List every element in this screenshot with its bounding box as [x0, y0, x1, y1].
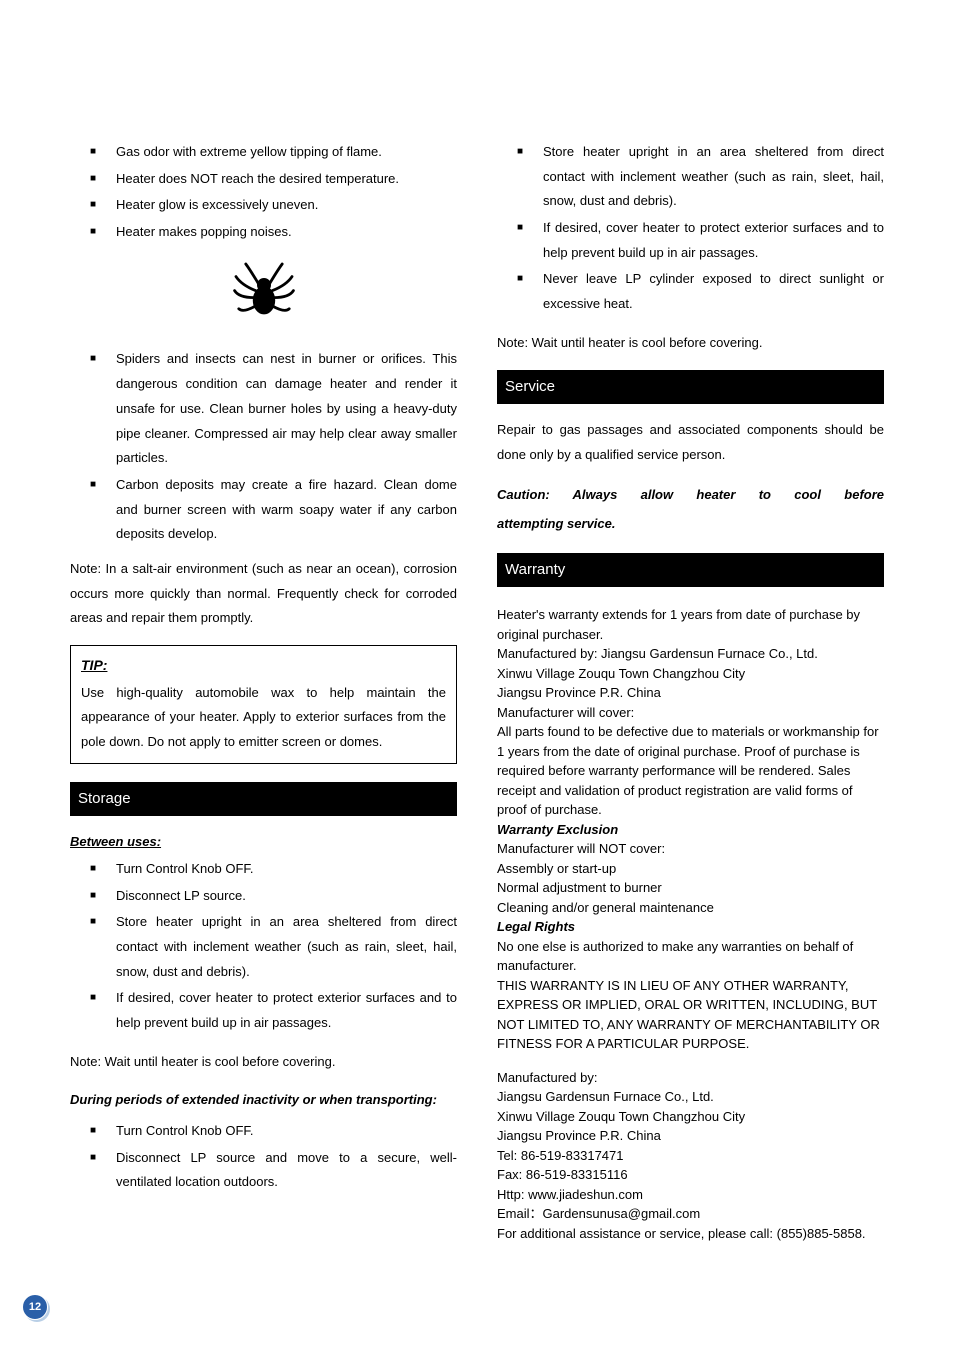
- contact-line: Fax: 86-519-83315116: [497, 1165, 884, 1185]
- service-header: Service: [497, 370, 884, 405]
- symptom-list: Gas odor with extreme yellow tipping of …: [70, 140, 457, 245]
- list-item: Heater glow is excessively uneven.: [70, 193, 457, 218]
- warranty-line: Xinwu Village Zouqu Town Changzhou City: [497, 664, 884, 684]
- list-item: Turn Control Knob OFF.: [70, 1119, 457, 1144]
- page-number: 12: [29, 1297, 41, 1318]
- right-column: Store heater upright in an area sheltere…: [497, 140, 884, 1350]
- contact-line: Xinwu Village Zouqu Town Changzhou City: [497, 1107, 884, 1127]
- list-item: Spiders and insects can nest in burner o…: [70, 347, 457, 470]
- contact-line: Jiangsu Province P.R. China: [497, 1126, 884, 1146]
- warranty-line: Heater's warranty extends for 1 years fr…: [497, 605, 884, 644]
- spider-icon: [70, 257, 457, 336]
- contact-line: Http: www.jiadeshun.com: [497, 1185, 884, 1205]
- caution-line1: Caution: Always allow heater to cool bef…: [497, 483, 884, 508]
- extended-cont-list: Store heater upright in an area sheltere…: [497, 140, 884, 317]
- page-number-badge: 12: [22, 1294, 50, 1322]
- warranty-line: Warranty Exclusion: [497, 820, 884, 840]
- list-item: Heater makes popping noises.: [70, 220, 457, 245]
- extended-list: Turn Control Knob OFF. Disconnect LP sou…: [70, 1119, 457, 1195]
- list-item: Disconnect LP source and move to a secur…: [70, 1146, 457, 1195]
- warranty-line: Manufacturer will cover:: [497, 703, 884, 723]
- warranty-line: All parts found to be defective due to m…: [497, 722, 884, 820]
- spider-list: Spiders and insects can nest in burner o…: [70, 347, 457, 547]
- extended-hdr: During periods of extended inactivity or…: [70, 1088, 457, 1113]
- list-item: Store heater upright in an area sheltere…: [70, 910, 457, 984]
- warranty-line: No one else is authorized to make any wa…: [497, 937, 884, 976]
- between-uses-list: Turn Control Knob OFF. Disconnect LP sou…: [70, 857, 457, 1036]
- list-item: Gas odor with extreme yellow tipping of …: [70, 140, 457, 165]
- caution-line2: attempting service.: [497, 512, 884, 537]
- storage-header: Storage: [70, 782, 457, 817]
- contact-line: Tel: 86-519-83317471: [497, 1146, 884, 1166]
- between-uses-hdr: Between uses:: [70, 830, 457, 855]
- warranty-line: Jiangsu Province P.R. China: [497, 683, 884, 703]
- left-column: Gas odor with extreme yellow tipping of …: [70, 140, 457, 1350]
- warranty-line: Legal Rights: [497, 917, 884, 937]
- list-item: Carbon deposits may create a fire hazard…: [70, 473, 457, 547]
- list-item: Turn Control Knob OFF.: [70, 857, 457, 882]
- tip-body: Use high-quality automobile wax to help …: [81, 685, 446, 749]
- warranty-line: Cleaning and/or general maintenance: [497, 898, 884, 918]
- warranty-line: THIS WARRANTY IS IN LIEU OF ANY OTHER WA…: [497, 976, 884, 1054]
- salt-air-note: Note: In a salt-air environment (such as…: [70, 557, 457, 631]
- contact-line: For additional assistance or service, pl…: [497, 1224, 884, 1244]
- list-item: If desired, cover heater to protect exte…: [497, 216, 884, 265]
- wait-note-right: Note: Wait until heater is cool before c…: [497, 331, 884, 356]
- list-item: Heater does NOT reach the desired temper…: [70, 167, 457, 192]
- list-item: If desired, cover heater to protect exte…: [70, 986, 457, 1035]
- list-item: Store heater upright in an area sheltere…: [497, 140, 884, 214]
- tip-label: TIP:: [81, 652, 446, 679]
- page: Gas odor with extreme yellow tipping of …: [0, 0, 954, 1350]
- tip-box: TIP: Use high-quality automobile wax to …: [70, 645, 457, 764]
- contact-line: Jiangsu Gardensun Furnace Co., Ltd.: [497, 1087, 884, 1107]
- warranty-header: Warranty: [497, 553, 884, 588]
- contact-line: Manufactured by:: [497, 1068, 884, 1088]
- warranty-line: Manufactured by: Jiangsu Gardensun Furna…: [497, 644, 884, 664]
- list-item: Never leave LP cylinder exposed to direc…: [497, 267, 884, 316]
- list-item: Disconnect LP source.: [70, 884, 457, 909]
- contact-block: Manufactured by:Jiangsu Gardensun Furnac…: [497, 1068, 884, 1244]
- warranty-text: Heater's warranty extends for 1 years fr…: [497, 605, 884, 1054]
- contact-line: Email：Gardensunusa@gmail.com: [497, 1204, 884, 1224]
- warranty-line: Manufacturer will NOT cover:: [497, 839, 884, 859]
- service-body: Repair to gas passages and associated co…: [497, 418, 884, 467]
- wait-note-left: Note: Wait until heater is cool before c…: [70, 1050, 457, 1075]
- warranty-line: Normal adjustment to burner: [497, 878, 884, 898]
- warranty-line: Assembly or start-up: [497, 859, 884, 879]
